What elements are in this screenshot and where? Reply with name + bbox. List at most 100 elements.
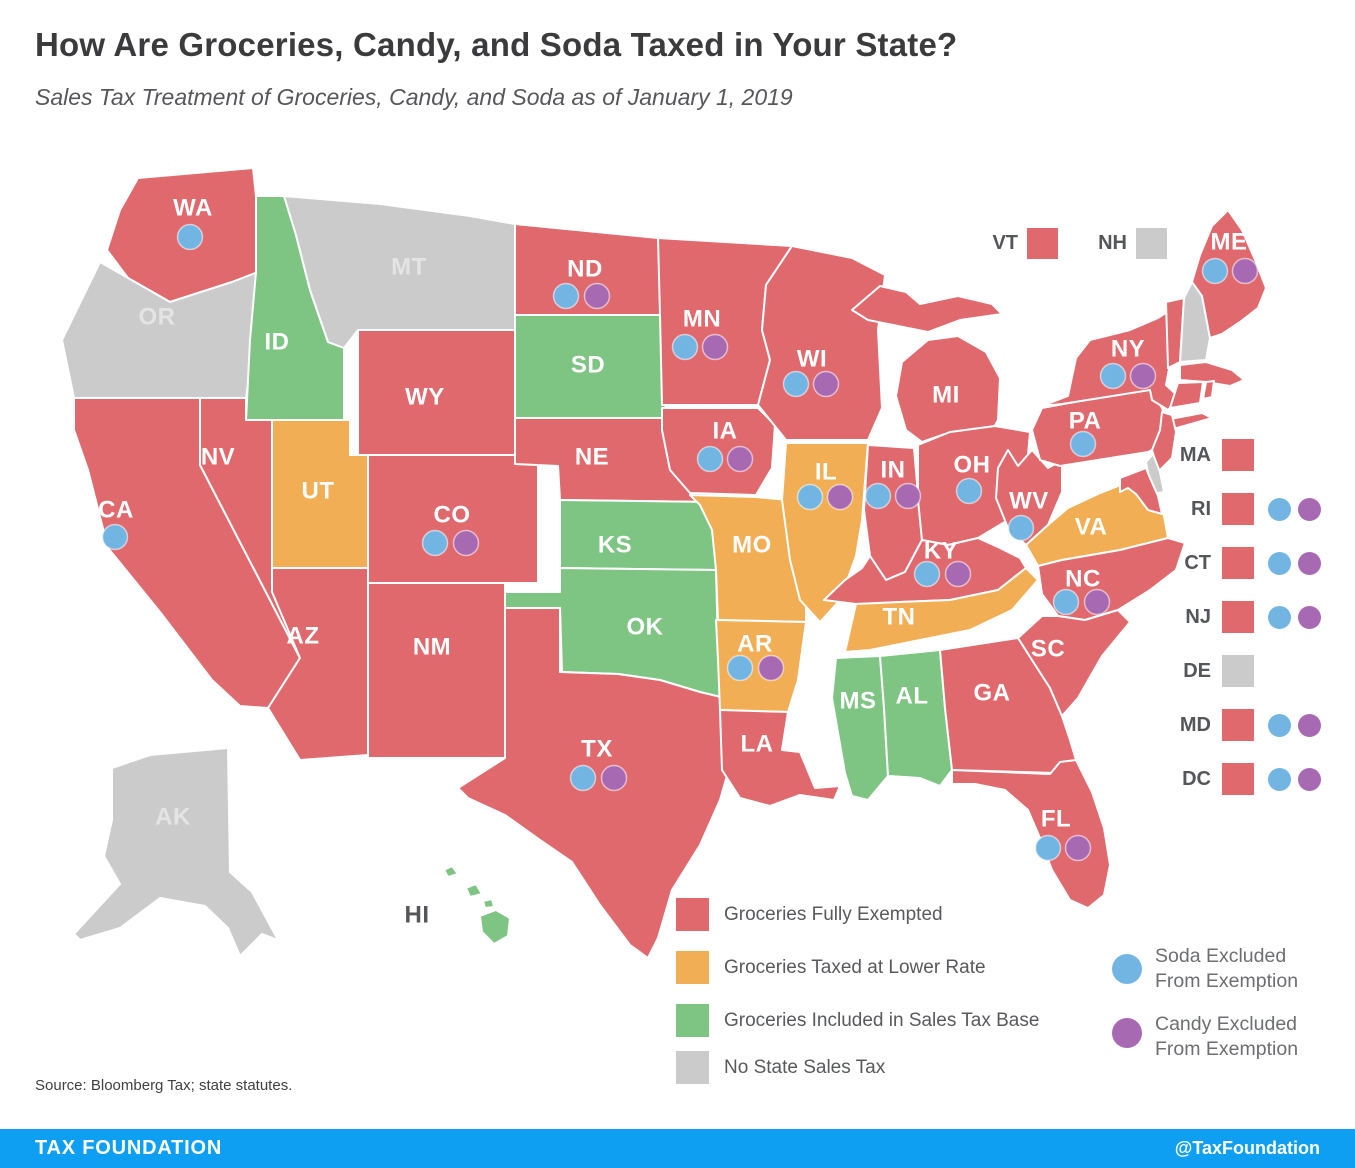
soda-dot-IL (796, 483, 824, 511)
state-WI (757, 245, 886, 441)
state-AK (73, 747, 279, 957)
state-label-VA: VA (1075, 513, 1108, 540)
candy-dot-DC (1298, 767, 1321, 791)
east-legend-dots-MD (1268, 713, 1321, 737)
candy-legend-dot (1112, 1018, 1142, 1048)
east-legend-row-CT: CT (1105, 547, 1340, 579)
east-legend-row-MD: MD (1105, 709, 1340, 741)
state-NJ (1151, 411, 1177, 473)
east-legend-label-DE: DE (1183, 659, 1211, 682)
legend-label-exempt: Groceries Fully Exempted (724, 903, 943, 925)
state-label-MN: MN (683, 305, 721, 332)
soda-dot-FL (1034, 834, 1062, 862)
state-label-KY: KY (924, 537, 958, 564)
state-label-ID: ID (265, 328, 290, 355)
dot-legend-label-candy: Candy Excluded From Exemption (1155, 1013, 1299, 1060)
state-label-IA: IA (713, 417, 738, 444)
state-label-IL: IL (815, 458, 837, 485)
soda-dot-CO (421, 529, 449, 557)
soda-dot-PA (1069, 430, 1097, 458)
soda-dot-ND (552, 282, 580, 310)
legend-swatch-included (676, 1004, 709, 1037)
page-title: How Are Groceries, Candy, and Soda Taxed… (35, 26, 958, 63)
soda-dot-RI (1268, 497, 1291, 521)
east-legend-swatch-MD (1222, 709, 1254, 741)
state-label-CO: CO (434, 501, 471, 528)
state-label-NY: NY (1111, 335, 1145, 362)
state-label-OK: OK (627, 613, 664, 640)
candy-dot-RI (1298, 497, 1321, 521)
state-label-NV: NV (201, 443, 235, 470)
state-LA (719, 709, 841, 807)
east-legend-row-DE: DE (1105, 655, 1340, 687)
east-legend-dots-DC (1268, 767, 1321, 791)
soda-legend-dot (1112, 954, 1142, 984)
state-SC (1017, 609, 1131, 717)
state-label-NM: NM (413, 633, 451, 660)
legend-row-no_tax: No State Sales Tax (676, 1051, 1039, 1084)
state-label-NC: NC (1065, 565, 1101, 592)
candy-dot-IL (826, 483, 854, 511)
candy-dot-NY (1129, 362, 1157, 390)
east-legend-label-MA: MA (1179, 443, 1211, 466)
state-label-ME: ME (1211, 228, 1248, 255)
state-label-WY: WY (405, 383, 445, 410)
mini-legend: VT NH (960, 228, 1167, 259)
candy-dot-ND (583, 282, 611, 310)
state-KS (559, 499, 717, 571)
candy-dot-WI (812, 370, 840, 398)
state-label-PA: PA (1069, 407, 1102, 434)
legend-label-no_tax: No State Sales Tax (724, 1056, 886, 1078)
state-label-ND: ND (567, 255, 603, 282)
footer-bar: TAX FOUNDATION @TaxFoundation (0, 1129, 1355, 1168)
soda-dot-CA (101, 523, 129, 551)
brand-name: TAX FOUNDATION (35, 1137, 223, 1159)
state-RI (1202, 380, 1215, 400)
candy-dot-MN (701, 333, 729, 361)
soda-dot-ME (1201, 257, 1229, 285)
legend-swatch-lower_rate (676, 951, 709, 984)
east-legend-dots-NJ (1268, 605, 1321, 629)
state-label-CA: CA (98, 496, 134, 523)
state-MD (1119, 467, 1163, 515)
candy-dot-NJ (1298, 605, 1321, 629)
state-label-AK: AK (155, 803, 191, 830)
legend-label-included: Groceries Included in Sales Tax Base (724, 1009, 1040, 1031)
state-label-OR: OR (139, 303, 176, 330)
state-label-WA: WA (173, 194, 213, 221)
soda-dot-KY (913, 560, 941, 588)
state-label-UT: UT (302, 477, 335, 504)
state-label-SC: SC (1031, 635, 1065, 662)
east-legend-swatch-NJ (1222, 601, 1254, 633)
soda-dot-WI (782, 370, 810, 398)
east-legend-swatch-DC (1222, 763, 1254, 795)
state-label-FL: FL (1041, 805, 1071, 832)
state-label-AR: AR (737, 630, 773, 657)
state-label-SD: SD (571, 351, 605, 378)
soda-dot-WV (1007, 514, 1035, 542)
soda-dot-WA (176, 223, 204, 251)
candy-dot-FL (1064, 834, 1092, 862)
state-label-TN: TN (883, 603, 916, 630)
candy-dot-ME (1231, 257, 1259, 285)
dot-legend-label-soda: Soda Excluded From Exemption (1155, 945, 1299, 992)
legend-label-lower_rate: Groceries Taxed at Lower Rate (724, 956, 986, 978)
mini-legend-swatch-NH (1136, 228, 1167, 259)
soda-dot-CT (1268, 551, 1291, 575)
east-legend-row-NJ: NJ (1105, 601, 1340, 633)
east-legend-label-DC: DC (1182, 767, 1211, 790)
soda-dot-OH (955, 477, 983, 505)
state-HI (443, 865, 511, 945)
candy-dot-IN (894, 482, 922, 510)
east-legend-dots-RI (1268, 497, 1321, 521)
state-label-MO: MO (732, 531, 772, 558)
soda-dot-IA (696, 445, 724, 473)
mini-legend-swatch-VT (1027, 228, 1058, 259)
soda-dot-NJ (1268, 605, 1291, 629)
soda-dot-AR (726, 654, 754, 682)
legend-row-exempt: Groceries Fully Exempted (676, 898, 1039, 931)
candy-dot-NC (1083, 588, 1111, 616)
soda-dot-MN (671, 333, 699, 361)
